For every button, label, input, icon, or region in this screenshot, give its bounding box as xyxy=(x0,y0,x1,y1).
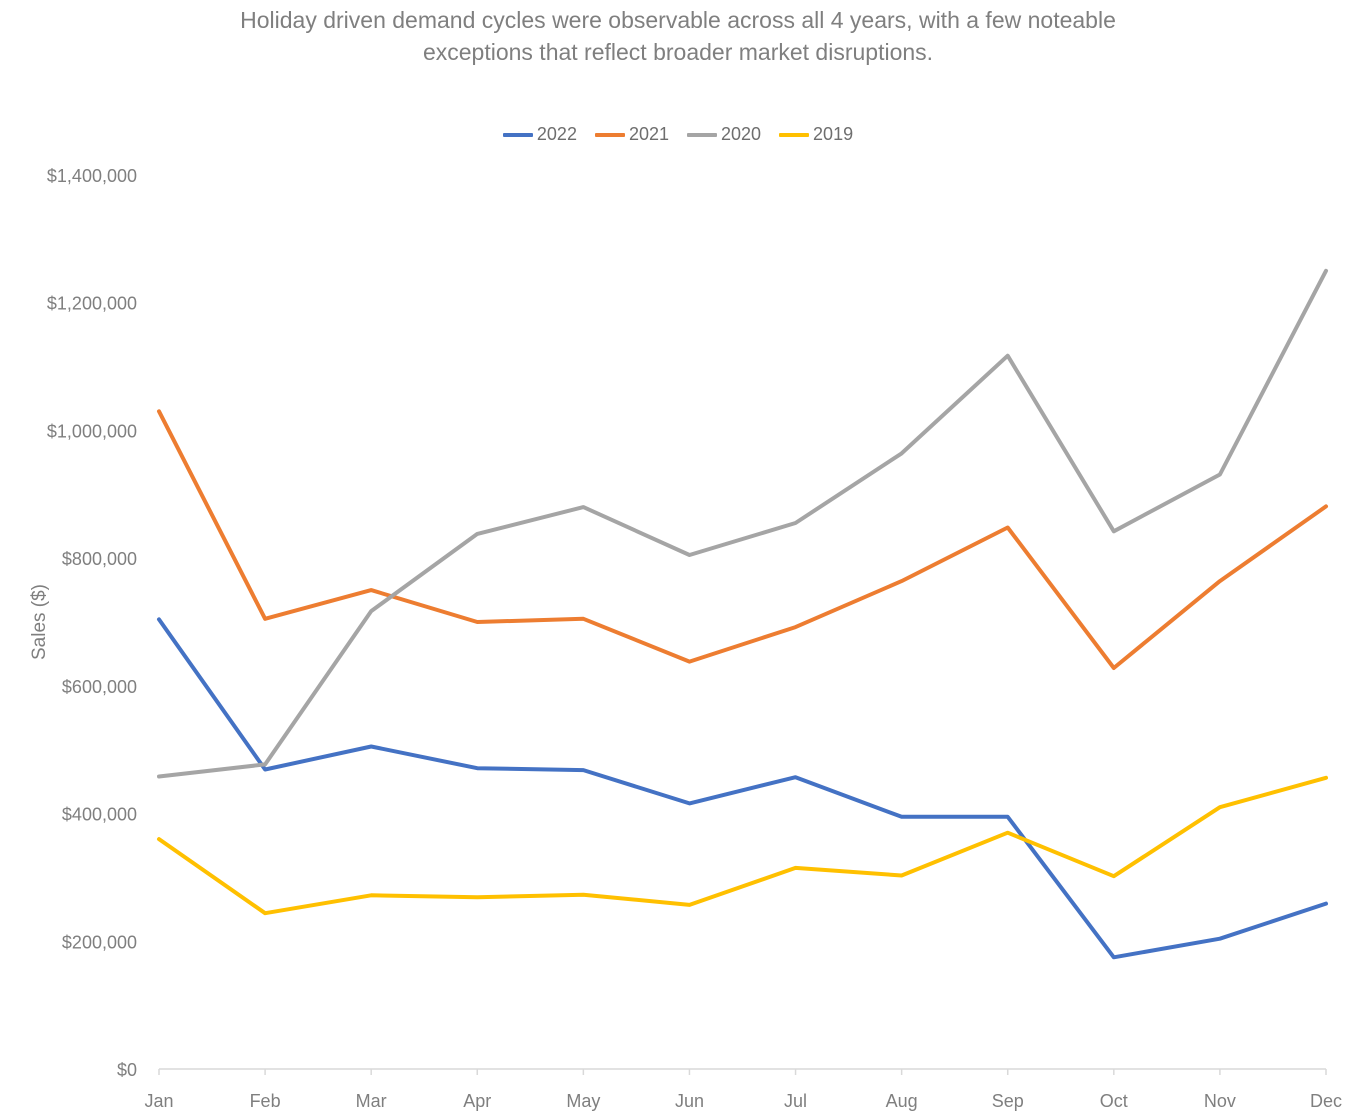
y-tick-label: $200,000 xyxy=(62,932,137,952)
legend-label-2019: 2019 xyxy=(813,124,854,144)
y-tick-label: $1,000,000 xyxy=(47,421,137,441)
y-tick-label: $400,000 xyxy=(62,805,137,825)
y-tick-label: $1,200,000 xyxy=(47,294,137,314)
x-tick-label: Mar xyxy=(356,1091,387,1111)
x-tick-label: Sep xyxy=(992,1091,1024,1111)
x-tick-label: Apr xyxy=(463,1091,491,1111)
x-tick-label: Feb xyxy=(250,1091,281,1111)
y-tick-label: $800,000 xyxy=(62,549,137,569)
x-tick-label: Jun xyxy=(675,1091,704,1111)
x-tick-label: Aug xyxy=(886,1091,918,1111)
legend-label-2022: 2022 xyxy=(536,124,577,144)
legend-label-2021: 2021 xyxy=(628,124,669,144)
legend-item-2020: 2020 xyxy=(687,124,761,145)
y-tick-label: $600,000 xyxy=(62,677,137,697)
x-tick-label: Dec xyxy=(1310,1091,1342,1111)
y-tick-label: $0 xyxy=(117,1060,137,1080)
legend-swatch-2019 xyxy=(779,132,810,137)
legend-item-2022: 2022 xyxy=(502,124,577,145)
legend-label-2020: 2020 xyxy=(721,124,762,144)
x-tick-label: Jul xyxy=(784,1091,807,1111)
chart-title-line-2: exceptions that reflect broader market d… xyxy=(422,39,934,65)
x-tick-label: Nov xyxy=(1204,1091,1236,1111)
x-tick-label: Jan xyxy=(144,1091,173,1111)
legend-swatch-2021 xyxy=(594,132,625,137)
series-line-2022 xyxy=(157,617,1328,960)
series-line-2021 xyxy=(157,409,1328,670)
y-tick-label: $1,400,000 xyxy=(47,166,137,186)
chart-title-line-1: Holiday driven demand cycles were observ… xyxy=(240,7,1116,33)
series-line-2020 xyxy=(157,268,1328,779)
chart-legend: 2022 2021 2020 2019 xyxy=(0,124,1356,145)
legend-item-2021: 2021 xyxy=(594,124,669,145)
series-line-2019 xyxy=(157,775,1328,916)
chart-title: Holiday driven demand cycles were observ… xyxy=(0,4,1356,68)
x-tick-label: Oct xyxy=(1100,1091,1128,1111)
legend-swatch-2022 xyxy=(502,132,533,137)
x-tick-label: May xyxy=(566,1091,600,1111)
legend-item-2019: 2019 xyxy=(779,124,853,145)
legend-swatch-2020 xyxy=(687,132,717,137)
